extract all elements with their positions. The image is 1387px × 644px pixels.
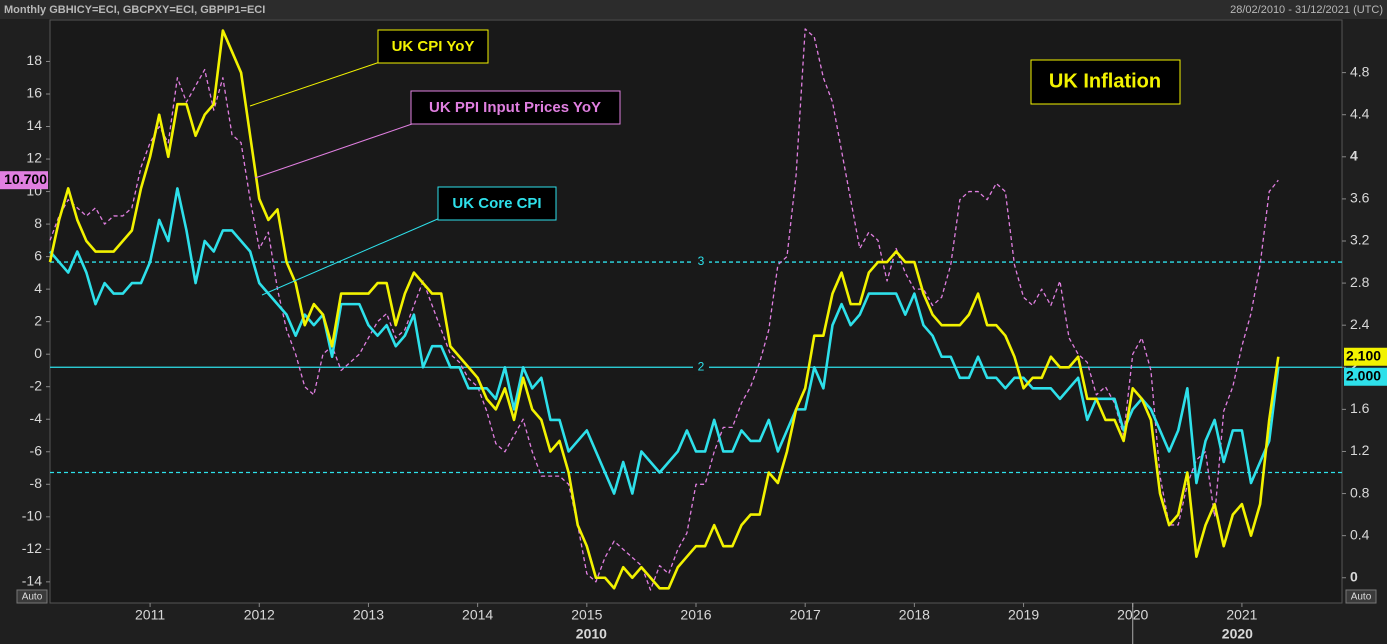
y2-tick-label: 0 [1350,568,1358,584]
series-line [48,29,1280,590]
y-tick-label: 12 [26,150,42,166]
series-label: UK CPI YoY [392,38,475,55]
y2-tick-label: 0.4 [1350,526,1370,542]
y2-tick-label: 2.8 [1350,274,1370,290]
last-value-label: 2.100 [1346,347,1381,363]
header-bar [0,0,1387,19]
last-value-tag [1344,347,1387,366]
reference-label-bg [693,360,709,375]
y-tick-label: -8 [30,475,43,491]
y-tick-label: 18 [26,52,42,68]
auto-box[interactable] [1345,589,1377,604]
y2-tick-label: 2 [1350,358,1358,374]
series-line [49,28,1279,591]
y2-tick-label: 4.4 [1350,105,1370,121]
connector [249,61,381,107]
x-major-label: 2010 [576,626,607,642]
last-value-label: 2.000 [1346,367,1381,383]
label-box [437,186,557,221]
x-tick-label: 2013 [353,607,384,623]
y2-tick-label: 0.8 [1350,484,1370,500]
y2-tick-label: 4.8 [1350,63,1370,79]
y-tick-label: 14 [26,117,42,133]
connector [254,123,413,179]
title-box [1030,59,1181,105]
x-tick-label: 2017 [790,607,821,623]
y2-tick-label: 3.6 [1350,190,1370,206]
y2-tick-label: 3.2 [1350,232,1370,248]
x-tick-label: 2019 [1008,607,1039,623]
x-tick-label: 2011 [135,607,165,623]
y2-tick-label: 4 [1350,148,1358,164]
last-value-label: 10.700 [4,171,47,187]
y2-tick-label: 1.2 [1350,442,1370,458]
y-tick-label: -12 [22,540,42,556]
x-tick-label: 2014 [462,607,493,623]
reference-label: 2 [698,359,705,373]
y-tick-label: 0 [34,345,42,361]
y-tick-label: -4 [30,410,43,426]
header-right: 28/02/2010 - 31/12/2021 (UTC) [1230,4,1383,16]
x-tick-label: 2018 [899,607,930,623]
reference-label-bg [693,255,709,270]
y-tick-label: -10 [22,508,42,524]
right-axis-mode[interactable]: Auto [1351,592,1372,603]
y-tick-label: 16 [26,85,42,101]
y-tick-label: 2 [34,312,42,328]
x-tick-label: 2015 [571,607,602,623]
x-tick-label: 2012 [244,607,275,623]
y-tick-label: 8 [34,215,42,231]
series-label: UK Core CPI [452,195,541,212]
series-line [49,187,1280,495]
last-value-tag [1344,367,1387,386]
label-box [377,29,489,64]
connector [261,217,441,296]
x-major-label: 2020 [1222,626,1253,642]
plot-area [49,19,1343,604]
last-value-tag [0,171,48,190]
y-tick-label: 4 [34,280,42,296]
y-tick-label: -14 [22,573,42,589]
y-tick-label: -2 [30,377,43,393]
left-axis-mode[interactable]: Auto [22,592,43,603]
auto-box[interactable] [16,589,48,604]
y-tick-label: -6 [30,442,43,458]
x-tick-label: 2016 [680,607,711,623]
label-box [410,90,621,125]
chart-title: UK Inflation [1049,70,1161,92]
header-left: Monthly GBHICY=ECI, GBCPXY=ECI, GBPIP1=E… [4,4,265,16]
y2-tick-label: 2.4 [1350,316,1370,332]
y2-tick-label: 1.6 [1350,400,1370,416]
reference-label: 3 [698,254,705,268]
x-tick-label: 2021 [1226,607,1257,623]
series-label: UK PPI Input Prices YoY [429,99,601,116]
y-tick-label: 6 [34,247,42,263]
